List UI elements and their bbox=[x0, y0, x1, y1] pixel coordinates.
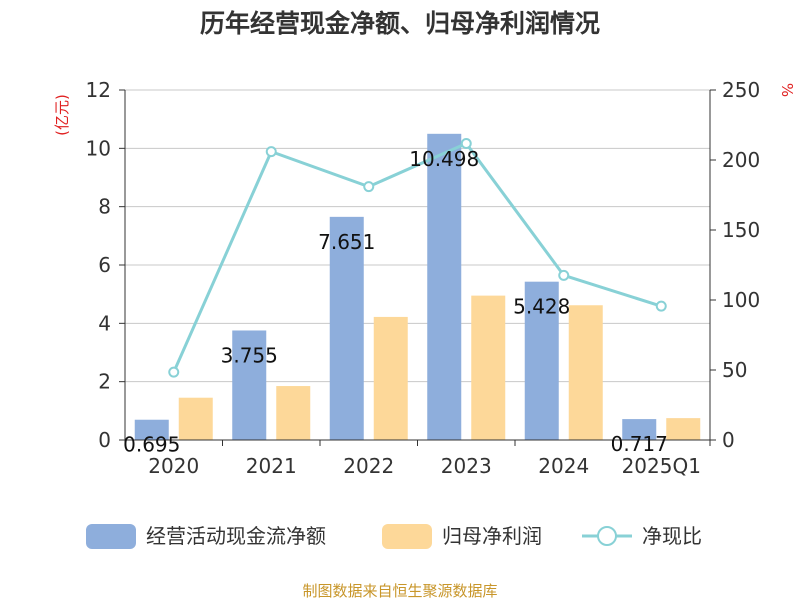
ratio-point bbox=[265, 146, 277, 158]
ratio-line bbox=[168, 137, 667, 378]
right-tick-label: 50 bbox=[722, 358, 747, 382]
left-tick-label: 10 bbox=[86, 136, 111, 160]
ratio-point bbox=[558, 269, 570, 281]
x-tick-label: 2022 bbox=[343, 454, 394, 478]
ratio-point bbox=[168, 366, 180, 378]
left-tick-label: 12 bbox=[86, 78, 111, 102]
bar-cashflow bbox=[622, 419, 657, 440]
bar-cashflow bbox=[232, 330, 267, 440]
right-tick-label: 150 bbox=[722, 218, 760, 242]
cashflow-data-label: 0.717 bbox=[611, 432, 668, 456]
gridlines bbox=[125, 89, 710, 383]
right-tick-label: 250 bbox=[722, 78, 760, 102]
left-tick-label: 4 bbox=[98, 311, 111, 335]
left-tick-label: 8 bbox=[98, 195, 111, 219]
x-tick-label: 2025Q1 bbox=[622, 454, 701, 478]
legend: 经营活动现金流净额 归母净利润 净现比 bbox=[86, 524, 702, 549]
left-axis-unit: (亿元) bbox=[53, 94, 71, 136]
cashflow-data-label: 3.755 bbox=[221, 343, 278, 367]
ratio-point bbox=[460, 137, 472, 149]
legend-label-net-profit: 归母净利润 bbox=[442, 524, 542, 548]
left-tick-label: 2 bbox=[98, 370, 111, 394]
legend-label-cashflow: 经营活动现金流净额 bbox=[146, 524, 326, 548]
data-labels: 0.695 3.755 7.651 10.498 5.428 0.717 bbox=[123, 147, 668, 457]
bar-net-profit bbox=[568, 305, 603, 440]
x-tick-label: 2020 bbox=[148, 454, 199, 478]
legend-swatch-cashflow bbox=[86, 524, 136, 549]
axes: 0 2 4 6 8 10 12 0 50 100 150 200 250 2020 2021 2022 2023… bbox=[86, 78, 761, 478]
data-source: 制图数据来自恒生聚源数据库 bbox=[302, 582, 497, 600]
cashflow-data-label: 7.651 bbox=[318, 230, 375, 254]
ratio-point bbox=[363, 181, 375, 193]
bar-net-profit bbox=[276, 386, 311, 440]
x-tick-label: 2023 bbox=[441, 454, 492, 478]
legend-swatch-net-profit bbox=[382, 524, 432, 549]
right-axis-unit: % bbox=[778, 83, 796, 97]
ratio-point bbox=[655, 300, 667, 312]
bar-cashflow bbox=[427, 133, 462, 440]
chart-title: 历年经营现金净额、归母净利润情况 bbox=[200, 9, 600, 38]
bar-cashflow bbox=[329, 216, 364, 440]
left-tick-label: 6 bbox=[98, 253, 111, 277]
bar-net-profit bbox=[178, 397, 213, 440]
legend-label-ratio: 净现比 bbox=[642, 524, 702, 548]
legend-swatch-ratio-marker bbox=[597, 526, 617, 546]
right-tick-label: 200 bbox=[722, 148, 760, 172]
x-tick-label: 2024 bbox=[538, 454, 589, 478]
cashflow-data-label: 10.498 bbox=[409, 147, 479, 171]
left-tick-label: 0 bbox=[98, 428, 111, 452]
bar-net-profit bbox=[666, 418, 701, 440]
bar-net-profit bbox=[373, 316, 408, 440]
cashflow-data-label: 5.428 bbox=[513, 295, 570, 319]
bars bbox=[134, 133, 701, 440]
cashflow-data-label: 0.695 bbox=[123, 433, 180, 457]
x-tick-label: 2021 bbox=[246, 454, 297, 478]
ratio-line-path bbox=[172, 141, 662, 373]
right-tick-label: 100 bbox=[722, 288, 760, 312]
right-tick-label: 0 bbox=[722, 428, 735, 452]
bar-cashflow bbox=[524, 281, 559, 440]
bar-cashflow bbox=[134, 419, 169, 440]
bar-net-profit bbox=[471, 295, 506, 440]
